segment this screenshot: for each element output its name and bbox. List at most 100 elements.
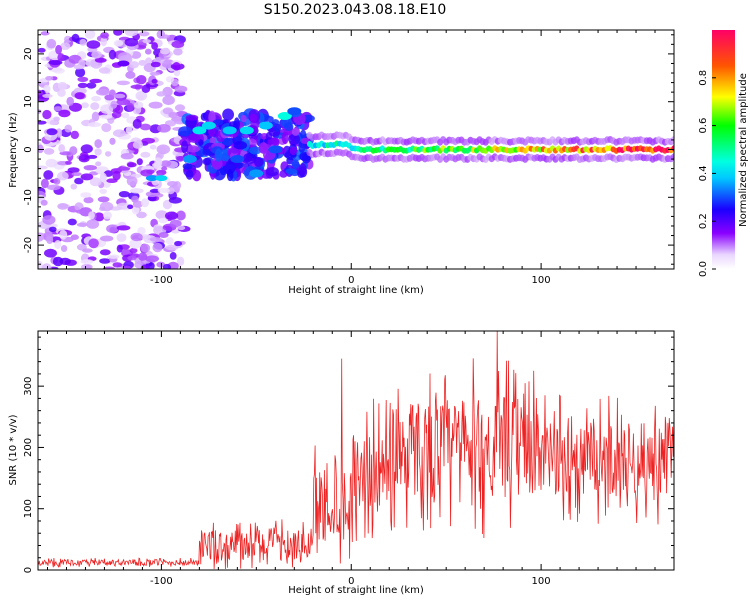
spectrogram-cell	[110, 100, 118, 109]
spectrogram-ytick-label: 0	[23, 146, 34, 152]
spectrogram-cell	[166, 187, 175, 195]
spectrogram-cell	[99, 201, 114, 212]
spectrogram-cell	[99, 188, 107, 194]
spectrogram-cell	[271, 119, 280, 126]
spectrogram-cell	[202, 157, 212, 166]
snr-panel: -100 0 100 0 100 200 300 Height of straight li…	[8, 330, 675, 596]
spectrogram-cell	[132, 200, 144, 208]
spectrogram-cell	[94, 57, 107, 63]
spectrogram-cell	[192, 126, 207, 135]
spectrogram-cell	[136, 75, 147, 85]
spectrogram-cell	[89, 78, 103, 84]
spectrogram-cell	[171, 40, 185, 49]
spectrogram-cell	[60, 42, 71, 50]
spectrogram-cell	[42, 215, 56, 225]
spectrogram-cell	[185, 169, 194, 180]
snr-line	[38, 331, 674, 570]
spectrogram-cell	[88, 238, 99, 249]
spectrogram-cell	[268, 145, 283, 154]
spectrogram-cell	[145, 255, 160, 263]
spectrogram-cell	[66, 96, 74, 106]
spectrogram-cell	[94, 139, 102, 149]
spectrogram-cell	[101, 180, 111, 188]
spectrogram-cell	[300, 129, 307, 140]
colorbar-gradient	[712, 30, 735, 269]
spectrogram-cell	[140, 243, 151, 253]
spectrogram-cell	[162, 199, 172, 210]
spectrogram-cell	[165, 244, 179, 251]
spectrogram-cell	[185, 114, 199, 121]
spectrogram-cell	[46, 38, 57, 49]
spectrogram-cell	[145, 175, 158, 182]
spectrogram-cell	[253, 157, 264, 167]
spectrogram-cell	[132, 118, 142, 129]
spectrogram-cell	[159, 34, 170, 39]
spectrogram-cell	[148, 101, 163, 109]
snr-xtick-label: 0	[348, 576, 354, 587]
spectrogram-cell	[233, 141, 248, 150]
spectrogram-cell	[59, 229, 68, 240]
spectrogram-cell	[82, 248, 93, 253]
spectrogram-cell	[156, 144, 171, 155]
spectrogram-cell	[145, 48, 152, 55]
spectrogram-cell	[281, 131, 289, 145]
spectrogram-cell	[46, 236, 54, 244]
spectrogram-cell	[96, 88, 110, 96]
spectrogram-cell	[289, 146, 298, 156]
spectrogram-cell	[86, 82, 97, 89]
spectrogram-cell	[136, 211, 147, 219]
spectrogram-cell	[138, 252, 148, 261]
spectrogram-cell	[125, 126, 133, 135]
spectrogram-cell	[132, 140, 143, 149]
spectrogram-cell	[209, 137, 217, 145]
spectrogram-cell	[178, 126, 193, 137]
spectrogram-cell	[44, 248, 57, 258]
spectrogram-cell	[140, 151, 151, 158]
spectrogram-cell	[42, 109, 52, 120]
spectrogram-cell	[79, 38, 87, 46]
snr-ytick-label: 0	[23, 567, 34, 573]
spectrogram-cell	[113, 39, 124, 47]
spectrogram-cell	[112, 170, 121, 181]
spectrogram-cell	[118, 191, 130, 198]
spectrogram-cell	[83, 165, 98, 171]
spectrogram-cell	[130, 232, 143, 242]
spectrogram-cell	[137, 227, 146, 235]
spectrogram-cell	[80, 173, 94, 181]
snr-xlabel: Height of straight line (km)	[288, 585, 424, 596]
colorbar: 0.0 0.2 0.4 0.6 0.8 Normalized spectral ampl…	[698, 30, 749, 277]
spectrogram-cell	[282, 145, 292, 158]
spectrogram-cell	[46, 128, 58, 136]
spectrogram-cell	[249, 113, 258, 123]
spectrogram-xtick-label: 100	[532, 275, 551, 286]
spectrogram-cell	[67, 167, 80, 174]
spectrogram-cell	[122, 265, 131, 269]
spectrogram-cell	[140, 169, 153, 177]
spectrogram-xtick-label: 0	[348, 275, 354, 286]
spectrogram-cell	[168, 112, 179, 119]
spectrogram-cell	[38, 120, 47, 125]
spectrogram-cell	[38, 260, 43, 269]
spectrogram-cell	[299, 163, 307, 176]
spectrogram-cell	[284, 122, 294, 131]
spectrogram-cell	[99, 172, 107, 183]
spectrogram-cell	[40, 199, 48, 206]
spectrogram-cell	[156, 261, 166, 268]
spectrogram-ytick-label: 20	[23, 48, 34, 61]
spectrogram-cell	[60, 245, 68, 252]
spectrogram-cell	[91, 111, 100, 122]
spectrogram-cell	[129, 247, 138, 254]
spectrogram-cell	[187, 133, 201, 143]
spectrogram-cell	[226, 169, 234, 182]
spectrogram-cell	[151, 42, 159, 50]
spectrogram-cell	[165, 237, 174, 245]
spectrogram-cell	[291, 159, 300, 169]
spectrogram-ytick-label: 10	[23, 95, 34, 108]
spectrogram-cell	[124, 30, 139, 37]
spectrogram-cell	[286, 157, 294, 165]
spectrogram-cell	[130, 84, 144, 90]
spectrogram-cell	[87, 122, 101, 128]
spectrogram-cell	[222, 126, 237, 135]
spectrogram-cell	[74, 92, 85, 100]
spectrogram-cell	[214, 148, 223, 162]
